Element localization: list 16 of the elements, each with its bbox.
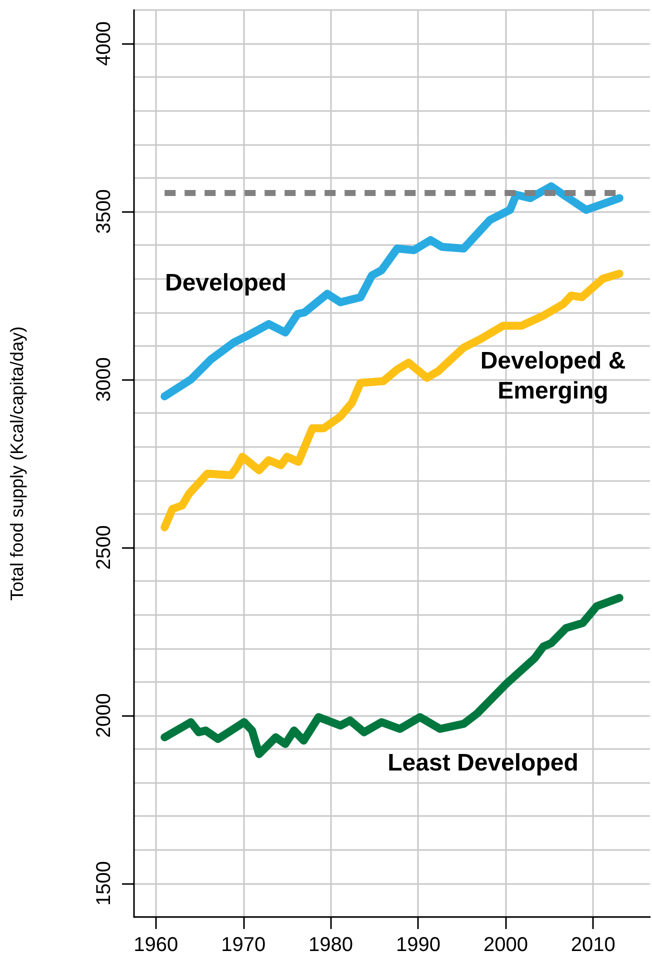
y-tick-label: 3000 [93,357,115,402]
x-tick-label: 1990 [396,934,440,956]
series-label: Least Developed [388,750,578,776]
x-tick-label: 2010 [570,934,616,956]
x-tick-label: 1960 [134,934,178,956]
y-tick-label: 2000 [93,693,115,738]
series-label: Developed & Emerging [480,348,626,404]
y-tick-label: 4000 [93,21,115,66]
x-tick-label: 1980 [308,934,354,956]
y-tick-label: 3500 [93,189,115,234]
x-tick-label: 1970 [221,934,266,956]
series-label: Developed [165,270,286,296]
y-tick-label: 1500 [93,861,115,906]
y-axis-title: Total food supply (Kcal/capita/day) [7,326,27,601]
x-tick-label: 2000 [483,934,528,956]
y-tick-label: 2500 [93,525,115,570]
